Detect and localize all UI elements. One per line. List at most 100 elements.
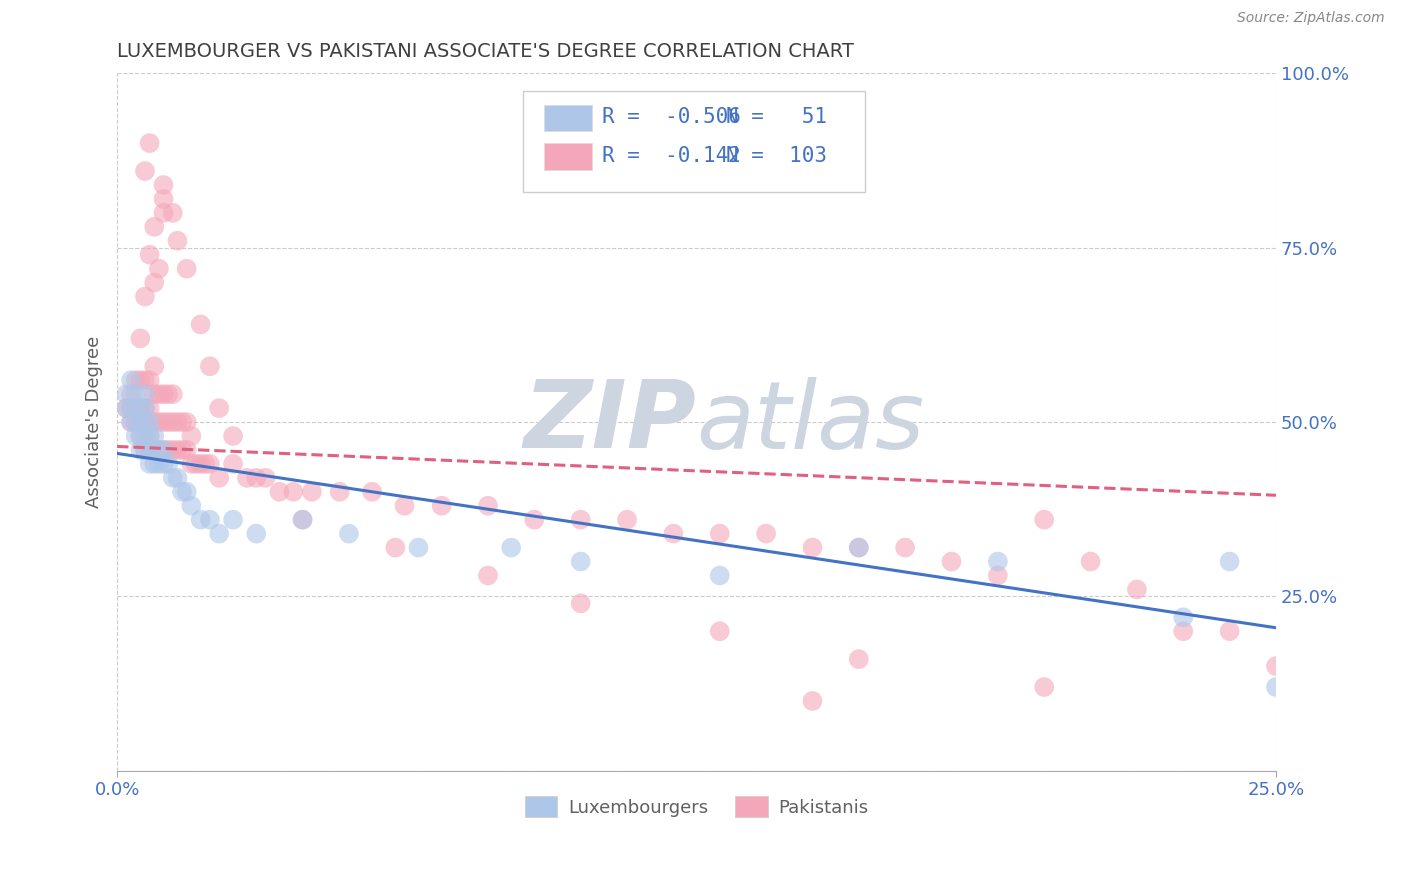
Point — [152, 387, 174, 401]
Point — [176, 442, 198, 457]
Point — [222, 513, 245, 527]
Point — [394, 499, 416, 513]
FancyBboxPatch shape — [523, 91, 865, 192]
Point — [143, 219, 166, 234]
Point — [134, 415, 156, 429]
Point — [157, 415, 180, 429]
Text: atlas: atlas — [696, 376, 925, 467]
Point — [120, 387, 142, 401]
Point — [138, 401, 160, 416]
Point — [134, 289, 156, 303]
Point — [801, 541, 824, 555]
Text: Source: ZipAtlas.com: Source: ZipAtlas.com — [1237, 11, 1385, 25]
Point — [616, 513, 638, 527]
Point — [129, 429, 152, 443]
Point — [125, 401, 148, 416]
Point — [569, 596, 592, 610]
Point — [662, 526, 685, 541]
Point — [143, 387, 166, 401]
Text: R =  -0.142: R = -0.142 — [602, 145, 741, 166]
Point — [148, 415, 170, 429]
Point — [848, 541, 870, 555]
Point — [477, 499, 499, 513]
Point — [166, 234, 188, 248]
Point — [143, 442, 166, 457]
Point — [134, 387, 156, 401]
Point — [148, 387, 170, 401]
Point — [254, 471, 277, 485]
Y-axis label: Associate's Degree: Associate's Degree — [86, 336, 103, 508]
Point — [198, 457, 221, 471]
Point — [569, 554, 592, 568]
Point — [477, 568, 499, 582]
Point — [115, 387, 138, 401]
Point — [148, 457, 170, 471]
Text: LUXEMBOURGER VS PAKISTANI ASSOCIATE'S DEGREE CORRELATION CHART: LUXEMBOURGER VS PAKISTANI ASSOCIATE'S DE… — [117, 42, 853, 61]
Point — [198, 359, 221, 374]
Point — [172, 442, 194, 457]
Point — [208, 471, 231, 485]
Point — [222, 429, 245, 443]
Point — [125, 387, 148, 401]
Point — [162, 206, 184, 220]
Point — [408, 541, 430, 555]
Point — [134, 429, 156, 443]
Point — [166, 442, 188, 457]
Point — [157, 442, 180, 457]
Point — [152, 457, 174, 471]
Point — [138, 415, 160, 429]
Point — [801, 694, 824, 708]
Point — [162, 415, 184, 429]
FancyBboxPatch shape — [544, 104, 592, 131]
Point — [180, 429, 202, 443]
Point — [152, 178, 174, 192]
Point — [125, 373, 148, 387]
Point — [198, 513, 221, 527]
Point — [848, 541, 870, 555]
Point — [157, 457, 180, 471]
Point — [1126, 582, 1149, 597]
Point — [172, 484, 194, 499]
Point — [138, 136, 160, 150]
Text: N =   51: N = 51 — [725, 107, 827, 128]
Point — [337, 526, 360, 541]
Point — [162, 442, 184, 457]
Point — [125, 429, 148, 443]
Point — [148, 261, 170, 276]
Point — [157, 387, 180, 401]
Point — [269, 484, 291, 499]
Point — [120, 401, 142, 416]
Point — [1033, 513, 1056, 527]
Point — [176, 415, 198, 429]
Point — [166, 415, 188, 429]
Point — [138, 429, 160, 443]
Point — [361, 484, 384, 499]
Point — [129, 331, 152, 345]
Point — [138, 442, 160, 457]
Point — [129, 429, 152, 443]
Point — [115, 401, 138, 416]
Legend: Luxembourgers, Pakistanis: Luxembourgers, Pakistanis — [517, 789, 876, 824]
Point — [134, 373, 156, 387]
Point — [138, 442, 160, 457]
Point — [134, 415, 156, 429]
Point — [162, 387, 184, 401]
Point — [166, 471, 188, 485]
Point — [138, 429, 160, 443]
Point — [143, 429, 166, 443]
Point — [120, 415, 142, 429]
Point — [208, 401, 231, 416]
Text: R =  -0.506: R = -0.506 — [602, 107, 741, 128]
Point — [143, 415, 166, 429]
Point — [1265, 659, 1288, 673]
Point — [222, 457, 245, 471]
Point — [291, 513, 314, 527]
Point — [755, 526, 778, 541]
Point — [1033, 680, 1056, 694]
Point — [134, 442, 156, 457]
Point — [709, 624, 731, 639]
Point — [138, 248, 160, 262]
Point — [138, 373, 160, 387]
Point — [152, 206, 174, 220]
Point — [129, 401, 152, 416]
